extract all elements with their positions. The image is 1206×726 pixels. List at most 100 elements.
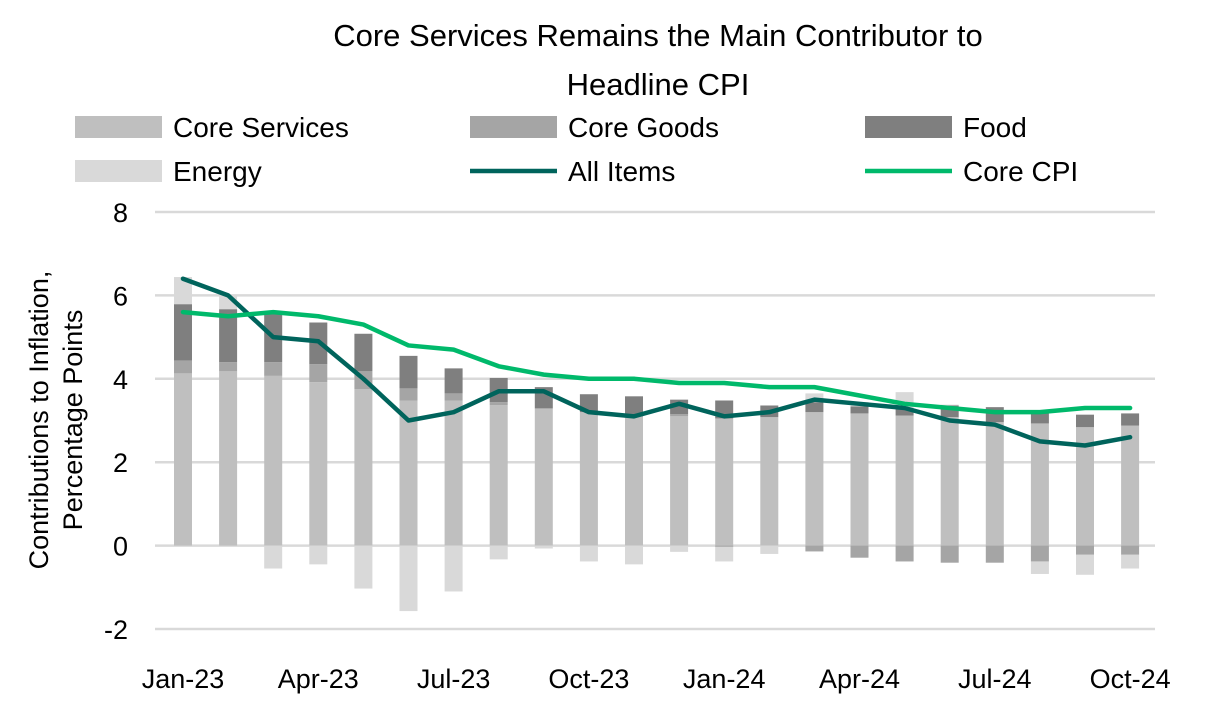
bar-segment-core-services — [1030, 423, 1049, 546]
bar-segment-energy — [670, 545, 689, 552]
bar-segment-energy — [354, 545, 373, 589]
legend-item: Core Goods — [470, 112, 719, 143]
bar-segment-energy — [1121, 554, 1140, 569]
bar-segment-core-goods — [940, 545, 959, 563]
bar-segment-energy — [625, 545, 643, 565]
lines — [180, 276, 1133, 448]
legend-label: Energy — [173, 156, 262, 187]
y-tick-label: 4 — [113, 365, 128, 395]
bar-segment-core-services — [534, 408, 553, 546]
bar-segment-energy — [489, 545, 508, 560]
bar-segment-energy — [1030, 561, 1049, 574]
bar-segment-core-services — [399, 400, 418, 546]
y-tick-label: -2 — [104, 615, 128, 645]
legend-label: Core Goods — [568, 112, 719, 143]
legend-label: All Items — [568, 156, 675, 187]
x-tick-label: Apr-24 — [819, 664, 900, 694]
bar-segment-core-goods — [850, 545, 869, 558]
chart-title-line-2: Headline CPI — [567, 67, 750, 102]
x-tick-label: Jul-23 — [417, 664, 491, 694]
bar-segment-food — [354, 333, 373, 372]
bar-segment-core-services — [895, 415, 914, 546]
bar-segment-energy — [715, 546, 734, 562]
legend-label: Core Services — [173, 112, 349, 143]
legend-item: Energy — [75, 156, 262, 187]
bar-segment-energy — [399, 545, 418, 612]
bar-segment-core-goods — [1121, 545, 1140, 555]
bar-segment-core-services — [985, 422, 1004, 546]
bar-segment-food — [1076, 414, 1094, 428]
bar-segment-core-goods — [985, 545, 1004, 563]
y-tick-label: 2 — [113, 448, 128, 478]
bar-segment-core-goods — [174, 360, 192, 374]
bar-segment-food — [1121, 413, 1140, 426]
legend-label: Food — [963, 112, 1027, 143]
legend-swatch — [75, 160, 162, 182]
legend-item: All Items — [470, 156, 675, 187]
bar-segment-core-services — [219, 371, 238, 546]
y-axis-label-line-1: Contributions to Inflation, — [24, 271, 54, 570]
bar-segment-energy — [579, 545, 598, 562]
bar-segment-core-services — [940, 417, 959, 546]
x-axis-ticks: Jan-23 Apr-23 Jul-23 Oct-23 Jan-24 Apr-24 Jul-… — [142, 664, 1171, 694]
line-core-cpi — [180, 309, 1133, 415]
bar-segment-core-services — [489, 405, 508, 546]
bar-segment-energy — [534, 545, 553, 549]
bar-segment-core-services — [850, 413, 869, 546]
bar-segment-core-goods — [1030, 545, 1049, 562]
y-axis-label-line-2: Percentage Points — [58, 310, 88, 531]
bar-segment-food — [625, 396, 643, 417]
bar-segment-core-services — [444, 400, 463, 546]
y-axis-label: Contributions to Inflation, Percentage P… — [24, 271, 88, 570]
legend: Core Services Core Goods Food Energy All Ite… — [75, 112, 1078, 187]
bar-segment-energy — [940, 404, 959, 406]
bar-segment-core-services — [1076, 427, 1094, 546]
bar-segment-core-goods — [219, 362, 238, 372]
x-tick-label: Oct-23 — [548, 664, 629, 694]
legend-item: Food — [865, 112, 1027, 143]
bar-segment-food — [805, 402, 824, 413]
legend-swatch — [470, 116, 557, 138]
bar-segment-core-goods — [309, 364, 328, 383]
bar-segment-core-goods — [715, 545, 734, 547]
bar-segment-food — [940, 405, 959, 418]
line-all-items — [180, 276, 1133, 448]
bar-segment-core-goods — [1076, 545, 1094, 555]
x-tick-label: Jan-23 — [142, 664, 225, 694]
legend-swatch — [75, 116, 162, 138]
bar-segment-core-services — [309, 382, 328, 546]
bar-segment-energy — [760, 545, 779, 554]
bar-segment-core-goods — [670, 414, 689, 417]
y-axis-ticks: -2 0 2 4 6 8 — [104, 198, 128, 645]
bars — [174, 277, 1140, 612]
bar-segment-energy — [264, 545, 283, 569]
bar-segment-food — [399, 355, 418, 389]
bar-segment-core-services — [625, 416, 643, 546]
bar-segment-core-services — [174, 373, 192, 546]
x-tick-label: Jan-24 — [683, 664, 766, 694]
x-tick-label: Oct-24 — [1090, 664, 1171, 694]
legend-swatch — [865, 116, 952, 138]
bar-segment-food — [219, 309, 238, 363]
bar-segment-core-services — [579, 412, 598, 546]
gridlines — [155, 210, 1155, 631]
bar-segment-core-goods — [264, 362, 283, 376]
bar-segment-core-services — [760, 417, 779, 546]
bar-segment-food — [1030, 413, 1049, 424]
bar-segment-food — [174, 304, 192, 361]
bar-segment-core-goods — [444, 393, 463, 401]
bar-segment-energy — [444, 545, 463, 592]
y-tick-label: 6 — [113, 281, 128, 311]
y-tick-label: 8 — [113, 198, 128, 228]
bar-segment-core-goods — [895, 545, 914, 562]
bar-segment-core-services — [670, 416, 689, 546]
legend-label: Core CPI — [963, 156, 1078, 187]
chart-title-line-1: Core Services Remains the Main Contribut… — [333, 18, 983, 53]
bar-segment-core-services — [1121, 425, 1140, 546]
bar-segment-core-services — [715, 418, 734, 546]
legend-item: Core CPI — [865, 156, 1078, 187]
bar-segment-core-goods — [399, 388, 418, 401]
bar-segment-energy — [1076, 554, 1094, 575]
bar-segment-core-goods — [489, 402, 508, 406]
